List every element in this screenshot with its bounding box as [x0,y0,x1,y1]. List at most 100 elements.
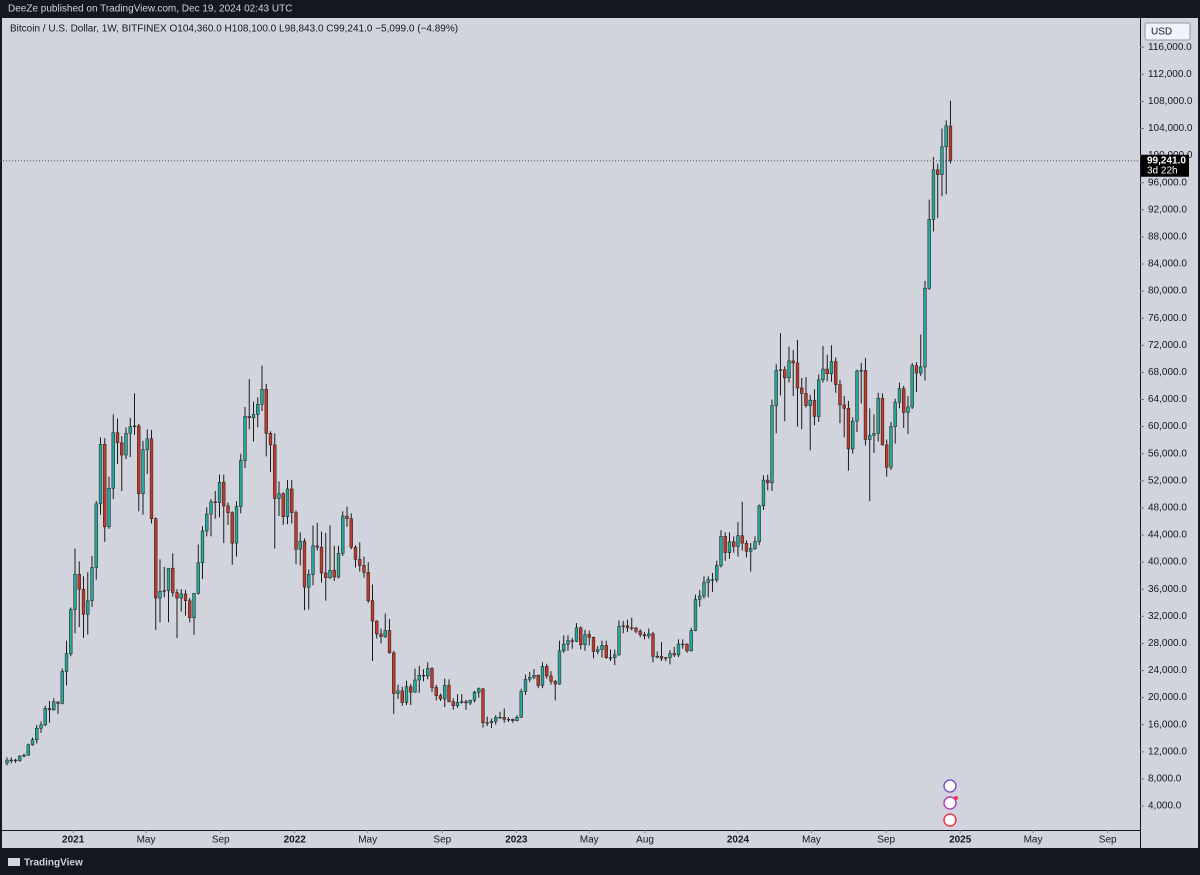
currency-box[interactable] [1144,22,1191,41]
candle-body [489,721,494,723]
candle-body [379,633,383,637]
candle-body [698,595,702,600]
candle-body [30,739,35,746]
candle-body [897,388,902,403]
candle-body [506,719,511,721]
candle-body [234,506,239,544]
candle-body [545,666,549,677]
candle-body [613,654,617,658]
x-tick-label: May [1024,835,1043,846]
candle-body [931,169,936,220]
x-tick-label: 2025 [949,835,972,846]
candle-body [940,146,944,175]
candle-body [171,567,175,593]
candle-body [94,503,98,568]
candle-body [111,432,115,489]
candle-body [26,744,30,756]
candle-body [540,666,545,686]
candle-body [851,420,855,450]
candle-body [659,656,664,659]
candle-body [251,414,256,419]
candle-body [56,701,60,704]
candle-body [434,687,438,696]
candle-body [319,546,324,574]
candle-body [914,365,919,374]
candle-body [596,649,600,652]
candle-body [625,625,630,629]
candle-body [226,505,230,513]
y-tick-label: 64,000.0 [1148,394,1187,405]
candle-body [35,727,39,740]
candle-body [842,404,846,409]
icon-flag [943,813,957,827]
candle-body [107,488,111,528]
candle-body [451,701,455,706]
x-tick-label: May [358,835,377,846]
candle-body [536,674,540,686]
time-axis [2,831,1140,848]
candle-body [120,442,124,456]
candle-body [162,590,166,592]
candle-body [485,722,489,724]
candle-body [332,569,336,578]
candle-body [562,643,566,652]
candle-body [821,368,825,381]
candle-body [600,645,604,650]
y-tick-label: 44,000.0 [1148,530,1187,541]
candle-body [328,569,332,578]
candle-body [13,759,18,762]
candle-body [9,759,13,762]
candle-body [417,674,421,681]
x-tick-label: 2022 [284,835,307,846]
candle-body [702,582,706,597]
candle-body [638,630,642,635]
y-tick-label: 96,000.0 [1148,177,1187,188]
candle-body [141,449,145,494]
candle-body [438,695,443,700]
y-tick-label: 72,000.0 [1148,340,1187,351]
candle-body [90,567,94,601]
candle-body [366,572,370,601]
icon-bolt [943,796,957,810]
candle-body [387,630,392,654]
candle-body [591,637,596,652]
candle-body [783,369,787,379]
candle-body [927,219,931,289]
candle-body [47,708,52,711]
candle-body [719,536,723,566]
last-price-box [1141,154,1189,177]
candle-body [196,562,200,594]
candle-body [273,444,277,499]
candle-body [239,460,243,507]
candle-body [285,488,290,517]
candle-body [744,542,749,552]
y-tick-label: 12,000.0 [1148,746,1187,757]
candle-body [770,405,774,484]
candle-body [353,546,358,560]
candle-body [115,432,120,444]
x-tick-label: Sep [433,835,451,846]
candle-body [494,717,498,722]
candle-body [98,443,103,505]
candle-body [81,588,86,615]
candle-body [472,691,477,701]
candle-body [753,541,757,549]
candle-body [460,701,464,703]
candle-body [723,536,727,553]
symbol-legend: Bitcoin / U.S. Dollar, 1W, BITFINEX O104… [10,24,458,35]
candle-body [22,754,26,757]
candle-body [808,399,812,406]
candle-body [277,493,281,499]
candle-body [179,593,183,599]
candle-body [553,681,557,685]
candles [5,100,953,766]
candle-body [52,701,56,711]
candle-body [409,686,413,693]
candle-body [749,548,753,552]
candle-body [477,688,481,693]
y-tick-label: 4,000.0 [1148,801,1182,812]
y-tick-label: 32,000.0 [1148,611,1187,622]
candle-body [77,574,81,590]
currency-label[interactable]: USD [1151,27,1172,38]
